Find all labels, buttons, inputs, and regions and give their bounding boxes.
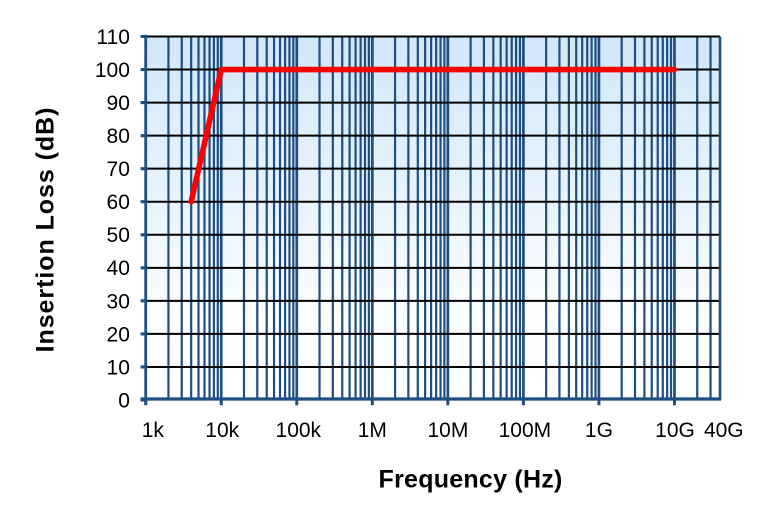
svg-text:60: 60	[107, 191, 130, 214]
svg-text:70: 70	[107, 158, 130, 181]
svg-text:0: 0	[118, 389, 130, 412]
svg-text:10G: 10G	[655, 419, 695, 442]
svg-text:100: 100	[95, 59, 130, 82]
svg-text:10M: 10M	[427, 419, 468, 442]
svg-text:90: 90	[107, 92, 130, 115]
svg-text:50: 50	[107, 224, 130, 247]
svg-text:80: 80	[107, 125, 130, 148]
svg-text:Insertion Loss (dB): Insertion Loss (dB)	[32, 107, 60, 353]
svg-text:40: 40	[107, 257, 130, 280]
svg-text:20: 20	[107, 323, 130, 346]
svg-text:Frequency (Hz): Frequency (Hz)	[379, 465, 563, 493]
svg-text:100k: 100k	[276, 419, 322, 442]
svg-text:1M: 1M	[358, 419, 387, 442]
svg-text:30: 30	[107, 290, 130, 313]
svg-text:40G: 40G	[704, 419, 744, 442]
svg-text:110: 110	[96, 26, 129, 49]
svg-text:100M: 100M	[499, 419, 552, 442]
svg-text:10k: 10k	[205, 419, 239, 442]
svg-text:1G: 1G	[585, 419, 613, 442]
svg-text:1k: 1k	[142, 419, 165, 442]
svg-text:10: 10	[107, 356, 130, 379]
